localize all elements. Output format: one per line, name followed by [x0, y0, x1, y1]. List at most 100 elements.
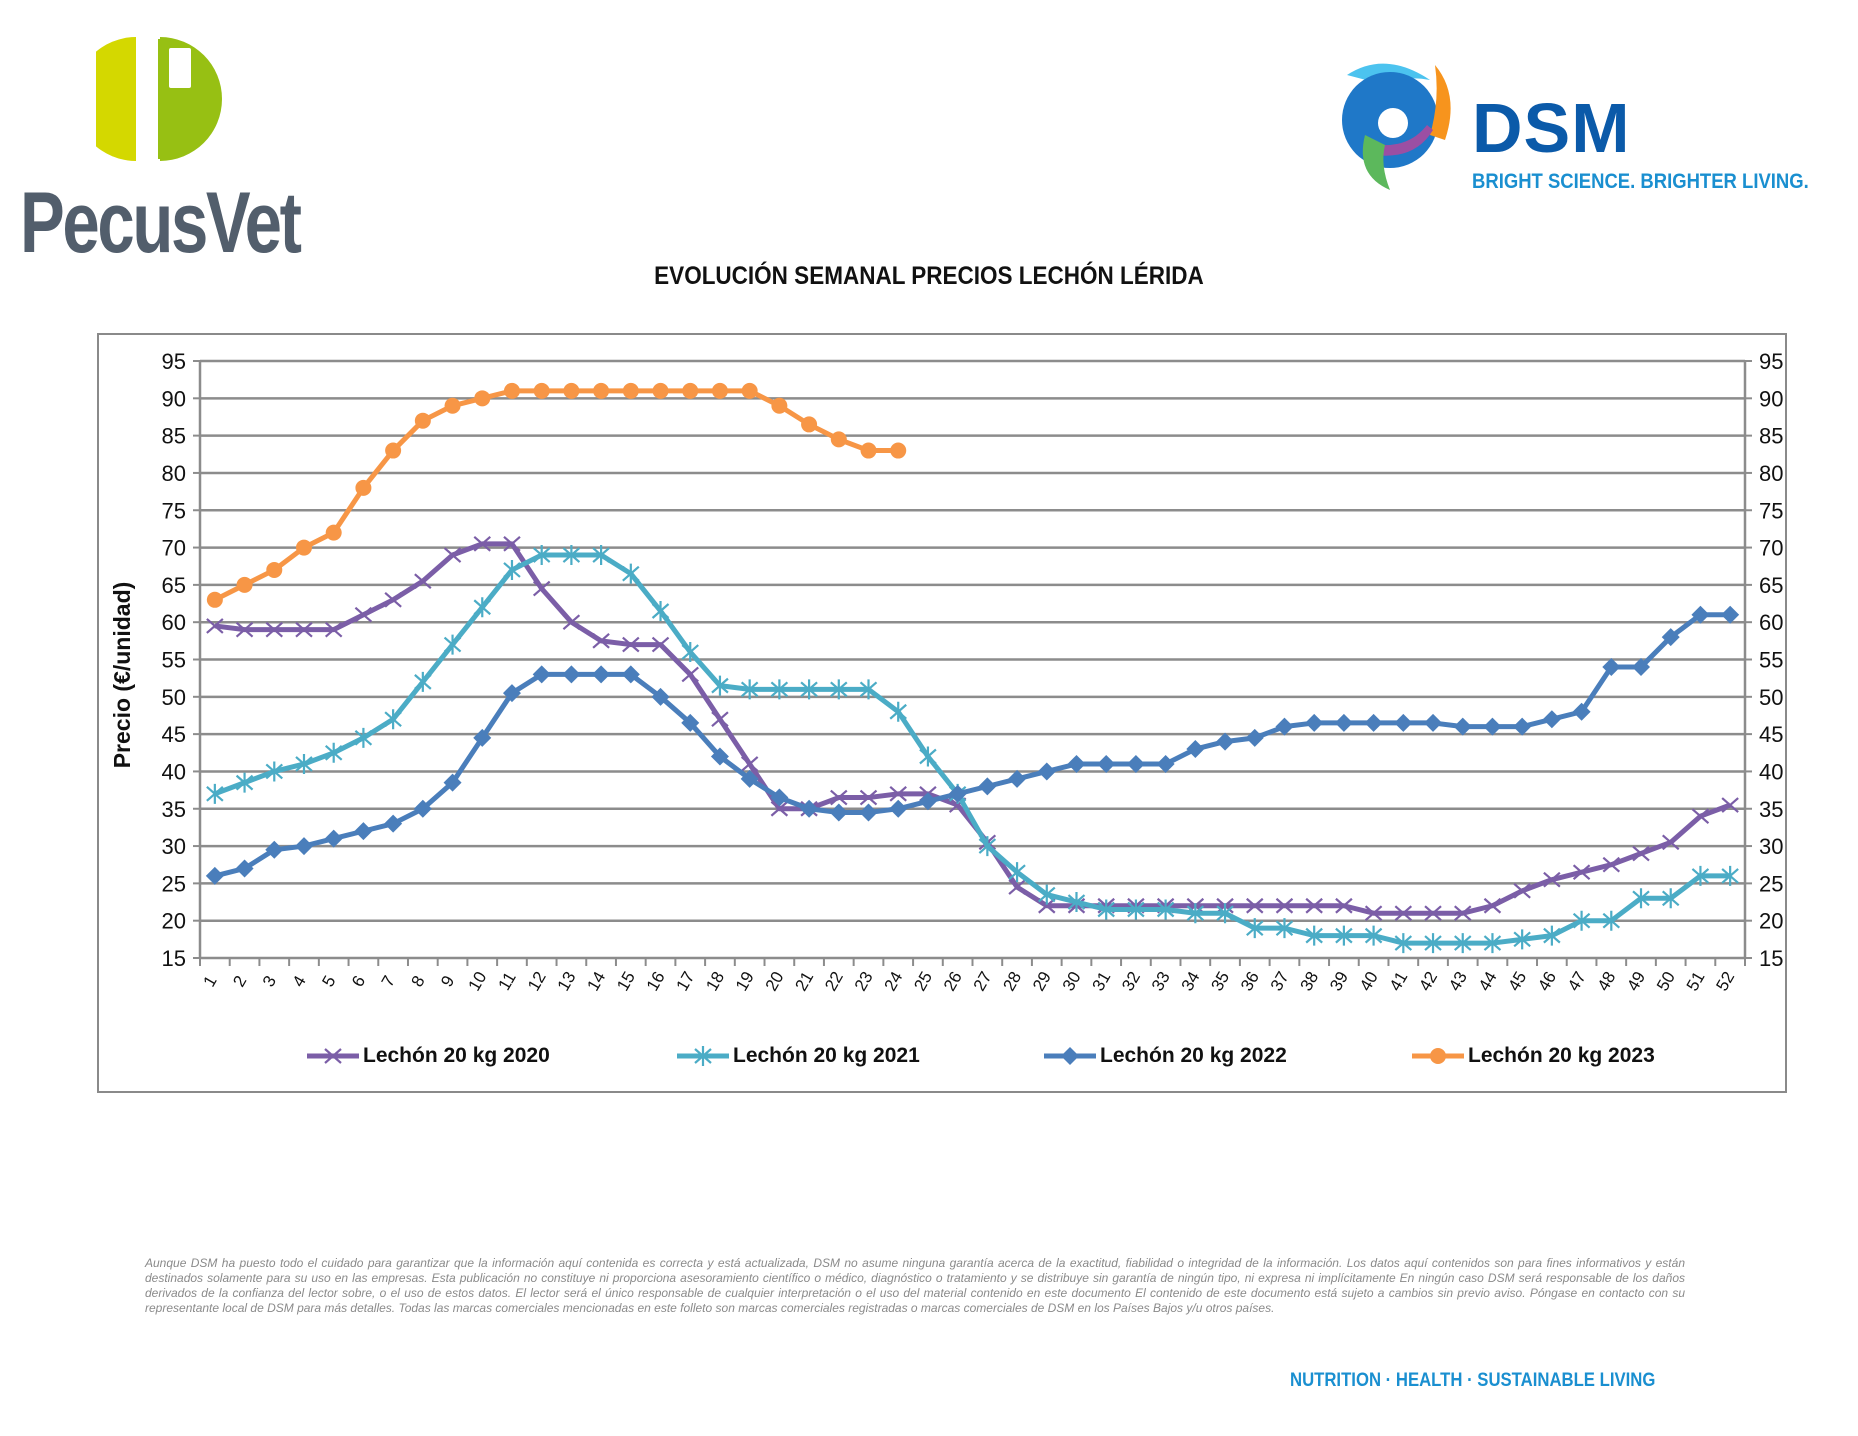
data-point	[1305, 713, 1324, 732]
x-tick-label: 11	[495, 969, 520, 994]
data-point	[859, 789, 878, 806]
y-tick-label-left: 55	[162, 648, 186, 673]
legend-swatch-icon	[1412, 1048, 1464, 1064]
data-point	[295, 753, 313, 774]
y-tick-label-left: 70	[162, 536, 186, 561]
data-point	[1156, 754, 1175, 773]
x-tick-label: 4	[289, 972, 310, 990]
y-tick-label-left: 30	[162, 834, 186, 859]
data-point	[562, 545, 581, 566]
data-point	[1038, 897, 1056, 914]
pecusvet-p-icon	[96, 37, 222, 161]
disclaimer-text: Aunque DSM ha puesto todo el cuidado par…	[145, 1256, 1685, 1315]
data-point	[1364, 925, 1383, 946]
data-point	[740, 756, 759, 772]
y-tick-label-right: 50	[1759, 685, 1783, 710]
y-tick-label-right: 60	[1759, 610, 1783, 635]
data-point	[1424, 713, 1443, 732]
data-point	[1364, 713, 1383, 732]
x-tick-label: 43	[1445, 968, 1471, 994]
series-lech-n-20-kg-2021	[206, 545, 1739, 954]
data-point	[206, 618, 224, 634]
y-tick-label-right: 30	[1759, 834, 1783, 859]
dsm-tagline: BRIGHT SCIENCE. BRIGHTER LIVING.	[1472, 170, 1809, 193]
data-point	[1661, 834, 1680, 851]
y-tick-label-right: 75	[1759, 498, 1783, 523]
data-point	[295, 539, 312, 556]
data-point	[651, 636, 670, 653]
data-point	[1572, 910, 1591, 931]
x-tick-label: 27	[970, 968, 996, 994]
dsm-swirl-icon	[1342, 63, 1451, 190]
data-point	[265, 761, 284, 782]
data-point	[770, 679, 789, 700]
y-tick-label-right: 25	[1759, 871, 1783, 896]
y-tick-label-left: 45	[162, 722, 186, 747]
data-point	[443, 773, 462, 792]
data-point	[1186, 903, 1205, 924]
data-point	[1394, 933, 1413, 954]
data-point	[532, 665, 551, 684]
y-tick-label-left: 50	[162, 685, 186, 710]
x-tick-label: 10	[465, 968, 491, 994]
data-point	[948, 784, 967, 803]
y-tick-label-right: 90	[1759, 386, 1783, 411]
y-tick-label-right: 15	[1759, 946, 1783, 971]
x-tick-label: 35	[1207, 968, 1233, 994]
data-point	[740, 769, 759, 788]
data-point	[1572, 702, 1591, 721]
y-tick-label-left: 85	[162, 424, 186, 449]
data-point	[443, 634, 462, 655]
data-point	[694, 1046, 712, 1066]
data-point	[236, 576, 253, 593]
data-point	[592, 633, 610, 649]
data-point	[413, 799, 432, 818]
data-point	[443, 547, 462, 563]
data-point	[1067, 754, 1086, 773]
chart-title: EVOLUCIÓN SEMANAL PRECIOS LECHÓN LÉRIDA	[654, 262, 1204, 290]
data-point	[474, 390, 491, 407]
data-point	[384, 709, 402, 730]
data-point	[235, 772, 254, 793]
data-point	[265, 621, 284, 638]
x-axis: 1 2 3 4 5 6 7 8 9 10 11 12 13 14 15 16 17 18 19 20 21 22 23 24 2…	[199, 958, 1746, 994]
data-point	[355, 479, 372, 496]
x-tick-label: 9	[437, 972, 458, 990]
x-tick-label: 14	[583, 968, 609, 994]
data-point	[385, 442, 402, 459]
data-point	[294, 837, 313, 856]
x-tick-label: 8	[407, 972, 428, 990]
data-point	[830, 789, 848, 806]
x-tick-label: 45	[1504, 968, 1530, 994]
data-point	[1126, 754, 1145, 773]
data-point	[592, 545, 610, 566]
data-point	[1394, 713, 1413, 732]
data-point	[235, 621, 254, 638]
data-point	[1632, 657, 1651, 676]
data-point	[651, 600, 670, 621]
x-tick-label: 13	[554, 968, 580, 994]
x-tick-label: 19	[732, 968, 758, 994]
data-point	[206, 591, 223, 608]
data-point	[1513, 883, 1531, 899]
data-point	[741, 382, 758, 399]
data-point	[1275, 897, 1294, 914]
x-tick-label: 41	[1386, 968, 1412, 994]
data-point	[1721, 865, 1739, 886]
data-point	[503, 536, 521, 552]
data-point	[1661, 628, 1680, 647]
data-point	[889, 785, 907, 802]
x-tick-label: 52	[1712, 968, 1738, 994]
data-point	[1513, 717, 1532, 736]
legend-item: Lechón 20 kg 2022	[1042, 1044, 1287, 1068]
data-point	[1721, 605, 1740, 624]
pecusvet-wordmark: PecusVet	[20, 175, 302, 271]
data-point	[801, 416, 818, 433]
x-tick-label: 26	[940, 968, 966, 994]
y-tick-label-left: 95	[162, 349, 186, 374]
x-tick-label: 6	[348, 972, 369, 990]
data-point	[1691, 865, 1710, 886]
data-point	[532, 580, 551, 597]
data-point	[354, 822, 373, 841]
y-tick-label-left: 35	[162, 797, 186, 822]
